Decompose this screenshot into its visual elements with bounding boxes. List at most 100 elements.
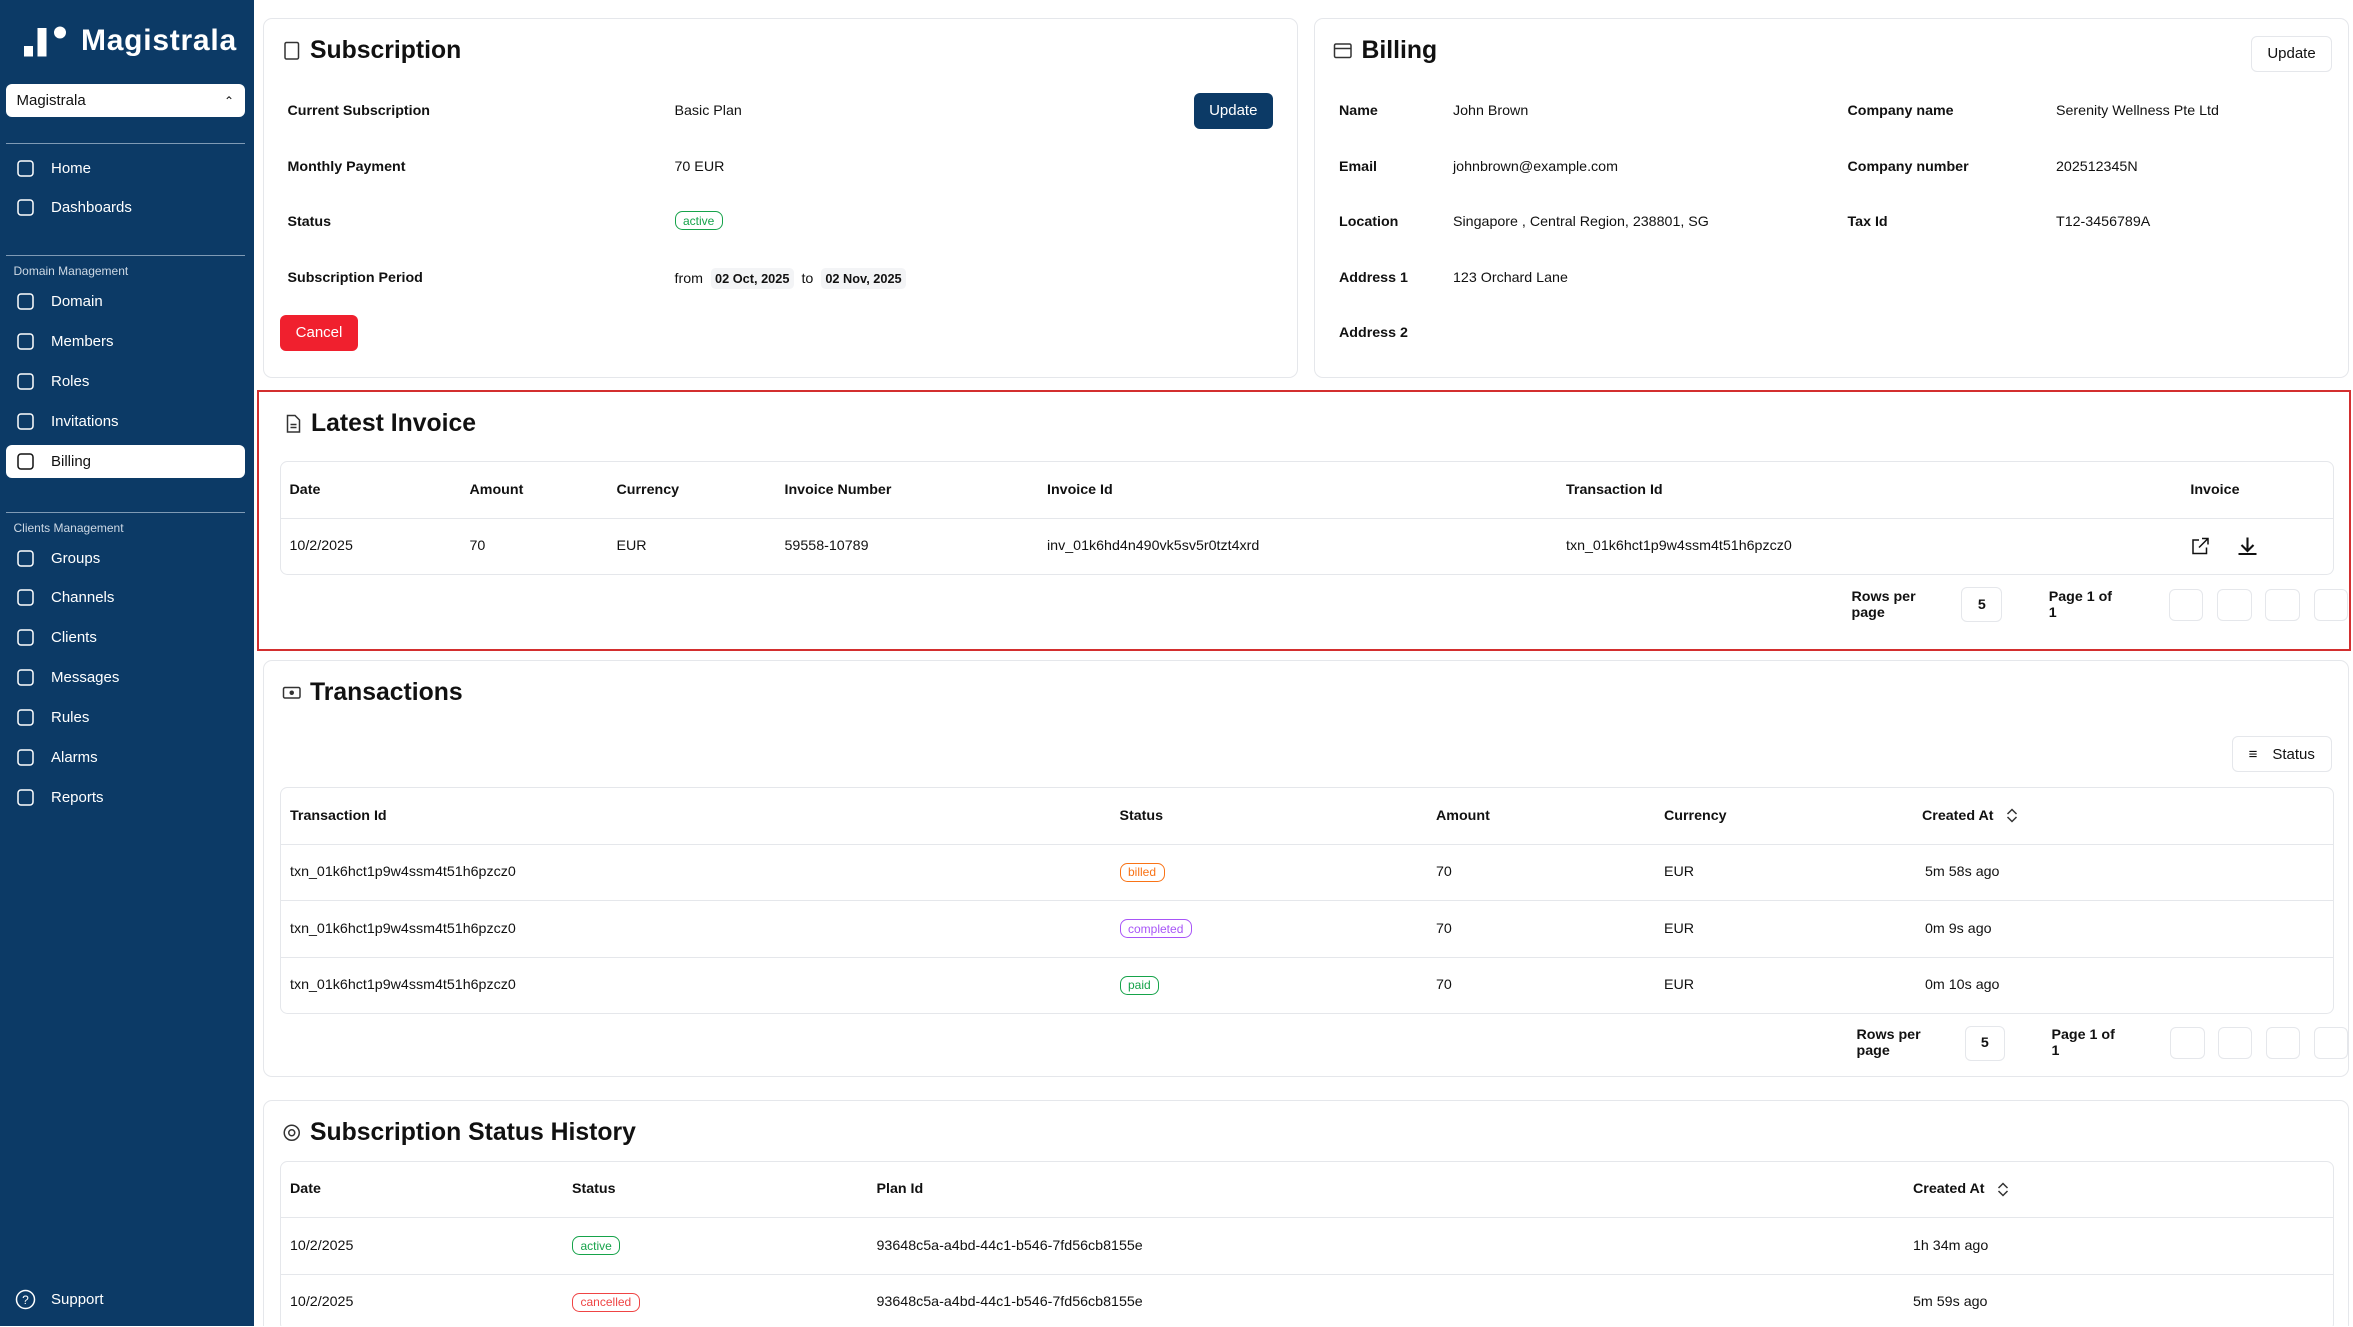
- section-title: Clients Management: [13, 520, 124, 535]
- table-cell: EUR: [1664, 977, 1695, 994]
- rows-per-page-label: Rows per page: [1851, 588, 1916, 621]
- table-cell: 5m 58s ago: [1925, 864, 2000, 881]
- field-value: T12-3456789A: [2056, 214, 2151, 230]
- update-button[interactable]: Update: [1193, 92, 1273, 129]
- column-label: Transaction Id: [290, 807, 387, 824]
- column-header: Created At: [1904, 1181, 2333, 1197]
- title-text: Latest Invoice: [311, 410, 477, 437]
- status-badge: completed: [1119, 919, 1192, 939]
- field-label: Current Subscription: [287, 103, 431, 119]
- page-button[interactable]: [2313, 1027, 2349, 1059]
- nav-label: Invitations: [51, 412, 119, 430]
- separator: [6, 255, 245, 256]
- svg-text:?: ?: [22, 1293, 29, 1307]
- column-header: Plan Id: [868, 1181, 1905, 1197]
- nav-item[interactable]: Rules: [6, 701, 245, 734]
- page-button[interactable]: [2265, 1027, 2301, 1059]
- table-cell: 0m 9s ago: [1925, 920, 1992, 937]
- table-cell: 10/2/2025: [290, 1237, 354, 1254]
- download-invoice[interactable]: [2237, 536, 2258, 557]
- table-cell: 93648c5a-a4bd-44c1-b546-7fd56cb8155e: [876, 1237, 1143, 1254]
- nav-item[interactable]: Domain: [6, 285, 245, 318]
- field-value: John Brown: [1453, 103, 1529, 119]
- support-link[interactable]: ? Support: [6, 1283, 245, 1316]
- nav-item[interactable]: Members: [6, 325, 245, 358]
- sort-icon[interactable]: [1997, 1182, 2009, 1197]
- nav-item[interactable]: Home: [6, 152, 245, 185]
- status-badge: active: [572, 1236, 621, 1256]
- page-button[interactable]: [2218, 1027, 2253, 1059]
- period-start: 02 Oct, 2025: [710, 268, 794, 289]
- nav-item[interactable]: Clients: [6, 621, 245, 654]
- table-row: txn_01k6hct1p9w4ssm4t51h6pzcz0 billed 70 EU…: [281, 845, 2333, 901]
- table-cell: 5m 59s ago: [1913, 1294, 1988, 1311]
- cancel-button[interactable]: Cancel: [280, 314, 358, 351]
- status-filter[interactable]: ≡ Status: [2231, 736, 2332, 772]
- pagination: Rows per page 5 Page 1 of 1: [1857, 1025, 2349, 1061]
- logo: [24, 26, 66, 56]
- table-cell: 70: [1436, 920, 1452, 937]
- section-title: Domain Management: [13, 264, 129, 278]
- page-button[interactable]: [2265, 588, 2301, 621]
- field-value: 123 Orchard Lane: [1453, 269, 1568, 286]
- nav-item[interactable]: Invitations: [6, 405, 245, 438]
- column-label: Status: [572, 1181, 616, 1198]
- nav-item[interactable]: Groups: [6, 542, 245, 575]
- column-header: Transaction Id: [1566, 481, 1663, 498]
- table-cell: 70: [1436, 864, 1452, 881]
- page-size-select[interactable]: 5: [1961, 587, 2003, 622]
- table-cell: 70: [1436, 977, 1452, 994]
- table: Transaction Id Status Amount Currency Create…: [280, 787, 2334, 1014]
- nav-item[interactable]: Messages: [6, 661, 245, 694]
- status-cell: paid: [1111, 975, 1428, 995]
- table-cell: 70: [469, 538, 486, 555]
- page-button[interactable]: [2313, 588, 2349, 621]
- update-button[interactable]: Update: [2251, 35, 2332, 72]
- nav-item[interactable]: Roles: [6, 365, 245, 398]
- table-cell: 1h 34m ago: [1913, 1237, 1989, 1254]
- table-header: Date Status Plan Id Created At: [281, 1162, 2333, 1218]
- nav-label: Reports: [51, 788, 104, 806]
- card-title: Subscription: [282, 37, 462, 65]
- nav-main: Home Dashboards: [6, 152, 245, 232]
- column-header: Currency: [1655, 808, 1913, 824]
- nav-label: Rules: [51, 709, 90, 727]
- nav-item[interactable]: Alarms: [6, 741, 245, 774]
- separator: [6, 511, 245, 513]
- table-cell: txn_01k6hct1p9w4ssm4t51h6pzcz0: [1566, 538, 1792, 555]
- nav-item[interactable]: Dashboards: [6, 191, 245, 224]
- period-from: from: [674, 270, 704, 287]
- page-button[interactable]: [2168, 588, 2204, 621]
- nav-label: Groups: [51, 549, 101, 567]
- nav-item[interactable]: Channels: [6, 581, 245, 614]
- sort-icon[interactable]: [2006, 808, 2018, 823]
- table-cell: EUR: [1664, 920, 1695, 937]
- column-header: Status: [563, 1181, 868, 1197]
- table-row: txn_01k6hct1p9w4ssm4t51h6pzcz0 completed 7…: [281, 901, 2333, 958]
- open-invoice[interactable]: [2190, 537, 2210, 557]
- title-text: Billing: [1361, 37, 1438, 64]
- page-button[interactable]: [2216, 588, 2252, 621]
- nav-label: Roles: [51, 372, 90, 390]
- table-cell: 0m 10s ago: [1925, 977, 2000, 994]
- status-badge: billed: [1119, 862, 1165, 882]
- field-label: Status: [287, 214, 332, 230]
- field-value: 202512345N: [2056, 158, 2138, 175]
- table-cell: EUR: [1664, 864, 1695, 881]
- nav-clients: Clients Management Groups Channels Clients M…: [6, 521, 245, 821]
- column-label: Amount: [1436, 807, 1490, 824]
- nav-domain: Domain Management Domain Members Roles Invit…: [6, 264, 245, 484]
- nav-item[interactable]: Billing: [6, 444, 245, 478]
- field-value: Basic Plan: [674, 103, 742, 119]
- table: Date Amount Currency Invoice Number Invoice …: [279, 461, 2334, 575]
- table-cell: 10/2/2025: [290, 1294, 354, 1311]
- page-size-select[interactable]: 5: [1964, 1025, 2005, 1061]
- workspace-select[interactable]: Magistrala ⌃: [6, 84, 245, 117]
- nav-item[interactable]: Reports: [6, 781, 245, 814]
- table: Date Status Plan Id Created At 10/2/2025 acti…: [280, 1160, 2334, 1326]
- table-header: Date Amount Currency Invoice Number Invoice …: [280, 462, 2333, 519]
- title-text: Subscription: [310, 37, 462, 64]
- field-label: Subscription Period: [287, 269, 423, 286]
- page-button[interactable]: [2170, 1027, 2205, 1059]
